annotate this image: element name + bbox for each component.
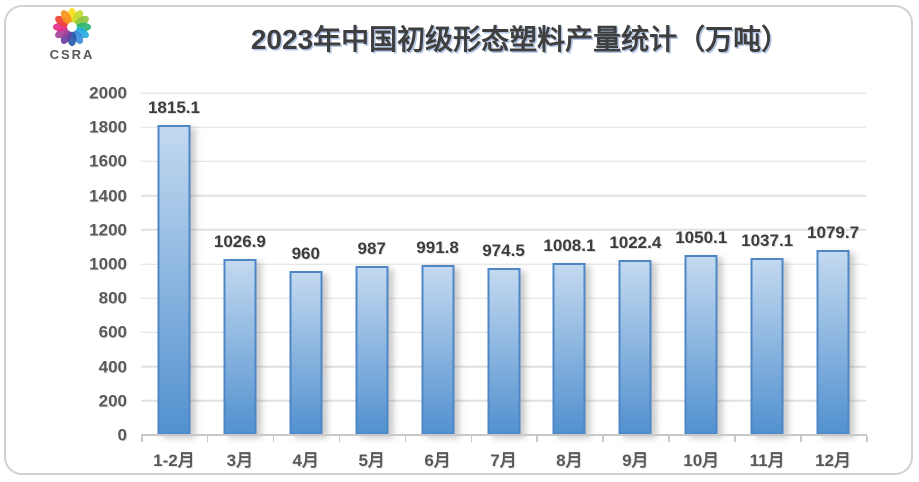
bar [816,250,850,435]
bar [355,266,389,435]
bar-data-label: 991.8 [416,238,459,258]
bar-data-label: 1079.7 [807,223,860,243]
gridline [141,126,866,128]
chart-title: 2023年中国初级形态塑料产量统计（万吨） [250,24,790,55]
y-axis-tick-label: 1400 [89,186,127,206]
bar-data-label: 974.5 [482,241,525,261]
bar [618,260,652,435]
x-axis-category-label: 12月 [815,451,851,470]
y-axis-tick-label: 1800 [89,117,127,137]
y-axis-tick-label: 600 [98,322,127,342]
x-axis-tick [800,436,802,442]
y-axis-tick-label: 800 [98,288,127,308]
bar-data-label: 1022.4 [609,233,662,253]
gridline [141,92,866,94]
plot-area: 1815.1 1026.9 960 987 991.8 974.5 1008.1 1022.4… [141,92,866,435]
bar-data-label: 1008.1 [543,235,596,255]
x-axis-category-label: 4月 [292,451,319,470]
x-axis-category-label: 7月 [490,451,517,470]
x-axis-tick [734,436,736,442]
bar [487,268,520,435]
x-axis-labels: 1-2月 3月 4月 5月 6月 7月 8月 9月 10月 11月 12月 [141,446,866,470]
x-axis-category-label: 6月 [424,451,451,470]
x-axis-tick [602,436,604,442]
y-axis-tick-label: 2000 [89,83,127,103]
y-axis-tick-label: 1200 [89,220,127,240]
x-axis-tick [272,436,275,442]
bar-data-label: 1050.1 [675,228,728,248]
x-axis-category-label: 3月 [226,451,254,470]
x-axis-category-label: 9月 [622,451,649,470]
x-axis-category-label: 11月 [749,451,785,470]
bar-data-label: 987 [357,239,386,259]
bar-data-label: 1026.9 [213,232,266,252]
y-axis-tick-label: 400 [98,357,127,377]
gridline [141,194,866,197]
gridline [141,229,866,231]
y-axis-tick-label: 0 [117,425,127,445]
y-axis-tick-label: 1000 [89,254,127,274]
bar-data-label: 960 [291,243,320,263]
x-axis-tick [536,436,538,442]
x-axis-category-label: 8月 [556,451,583,470]
bar [157,124,191,435]
y-axis-tick-label: 200 [98,391,127,411]
logo-text: CSRA [49,47,95,62]
gridline [141,160,866,163]
x-axis-tick [338,436,341,442]
x-axis-line [141,434,867,436]
x-axis-tick [206,436,209,442]
bar [289,270,323,435]
x-axis-category-label: 1-2月 [153,451,195,470]
bar [223,259,257,435]
bar [684,255,718,435]
x-axis-tick [404,436,407,442]
y-axis-labels: 0 200 400 600 800 1000 1200 1400 1600 1800 2000 [0,85,127,444]
bar-data-label: 1815.1 [147,97,200,117]
x-axis-tick [668,436,670,442]
bar [421,265,455,435]
bar-data-label: 1037.1 [741,230,794,250]
x-axis-tick [141,436,143,442]
x-axis-tick [470,436,473,442]
csra-logo: CSRA [46,7,98,62]
bar [750,257,784,435]
x-axis-category-label: 10月 [683,451,720,470]
y-axis-tick-label: 1600 [89,151,127,171]
flower-logo-icon [52,7,92,47]
x-axis-tick [866,436,868,442]
x-axis-category-label: 5月 [358,451,385,470]
gridline [141,263,866,265]
bar [552,262,586,435]
